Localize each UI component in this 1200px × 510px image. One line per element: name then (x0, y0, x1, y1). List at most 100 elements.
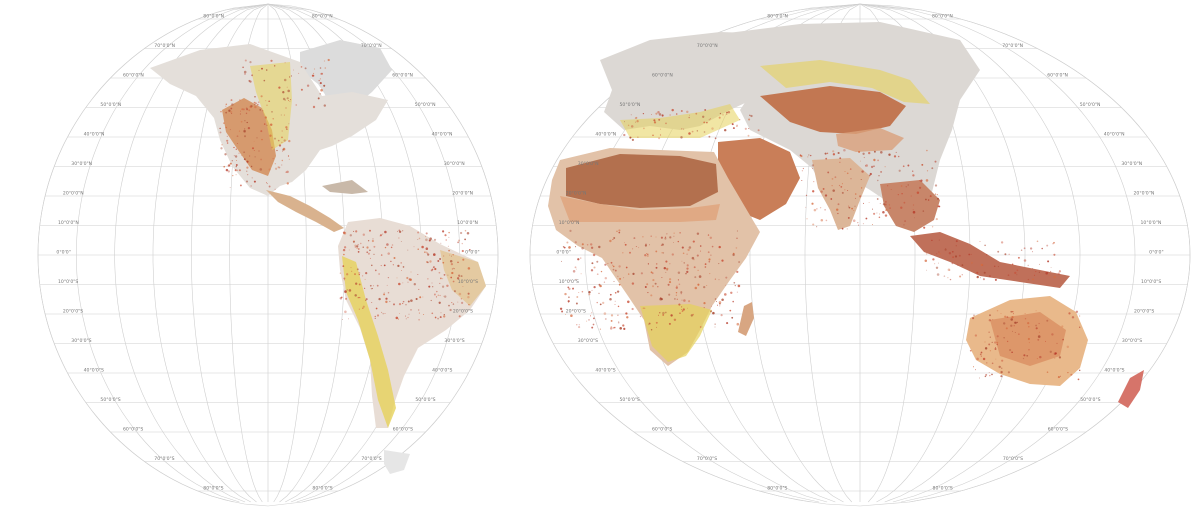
land-speckle (241, 154, 243, 156)
land-speckle (844, 189, 846, 191)
land-speckle (346, 289, 348, 291)
land-speckle (369, 257, 371, 259)
land-speckle (1053, 275, 1056, 279)
land-speckle (284, 62, 286, 64)
land-speckle (374, 269, 377, 272)
land-speckle (673, 318, 677, 322)
land-speckle (661, 114, 664, 117)
land-speckle (323, 84, 326, 87)
land-speckle (938, 251, 940, 253)
land-speckle (813, 208, 817, 212)
land-speckle (696, 232, 700, 235)
land-speckle (734, 284, 736, 287)
land-speckle (980, 355, 982, 357)
land-speckle (380, 265, 382, 267)
land-speckle (386, 243, 389, 246)
land-speckle (444, 234, 447, 237)
land-speckle (342, 265, 345, 267)
land-speckle (398, 229, 401, 232)
land-speckle (699, 245, 702, 247)
land-speckle (661, 251, 663, 254)
land-speckle (695, 112, 698, 115)
land-speckle (407, 316, 409, 319)
land-speckle (396, 277, 398, 279)
land-speckle (1008, 253, 1010, 255)
land-speckle (358, 271, 361, 274)
land-speckle (671, 253, 674, 256)
lat-label-60n-left-b: 60°0'0"N (392, 73, 413, 79)
land-speckle (312, 105, 316, 109)
lat-label-40n-left-a: 40°0'0"N (84, 132, 105, 138)
land-speckle (632, 248, 634, 250)
land-speckle (912, 170, 914, 172)
land-speckle (1010, 324, 1013, 327)
lat-label-70s-left-a: 70°0'0"S (154, 456, 174, 462)
land-speckle (343, 279, 345, 281)
land-speckle (995, 347, 997, 349)
land-speckle (1066, 345, 1070, 349)
land-speckle (572, 270, 576, 273)
land-speckle (997, 250, 1000, 253)
land-speckle (261, 67, 263, 70)
land-speckle (623, 133, 626, 137)
land-speckle (417, 239, 419, 240)
lat-label-20n-right-a: 20°0'0"N (566, 191, 587, 197)
land-speckle (732, 300, 734, 303)
land-speckle (719, 112, 722, 115)
lat-label-50n-right-b: 50°0'0"N (1080, 102, 1101, 108)
land-speckle (226, 111, 228, 113)
land-speckle (287, 155, 290, 157)
land-speckle (838, 184, 841, 187)
land-speckle (242, 108, 245, 111)
land-speckle (574, 246, 577, 248)
land-speckle (417, 248, 419, 251)
lat-label-40s-left-a: 40°0'0"S (84, 368, 104, 374)
land-speckle (688, 300, 691, 303)
land-speckle (703, 285, 706, 289)
land-speckle (1028, 326, 1030, 328)
land-speckle (706, 121, 708, 124)
land-speckle (260, 158, 262, 161)
land-speckle (1050, 267, 1052, 268)
land-speckle (873, 165, 875, 167)
land-speckle (433, 253, 436, 256)
land-speckle (576, 324, 578, 326)
land-speckle (626, 316, 629, 319)
greenland (300, 40, 392, 110)
land-speckle (609, 293, 612, 296)
land-speckle (220, 111, 222, 113)
land-speckle (464, 238, 466, 241)
land-speckle (936, 197, 940, 200)
land-speckle (591, 289, 593, 291)
land-speckle (679, 232, 681, 234)
land-speckle (650, 235, 652, 237)
land-speckle (837, 151, 840, 155)
land-speckle (668, 278, 672, 281)
land-speckle (640, 272, 644, 275)
land-speckle (1028, 341, 1031, 344)
land-speckle (691, 256, 695, 260)
land-speckle (357, 248, 360, 250)
land-speckle (986, 362, 988, 364)
land-speckle (443, 315, 446, 318)
land-speckle (270, 59, 273, 62)
land-speckle (446, 284, 449, 288)
land-speckle (590, 246, 594, 249)
land-speckle (661, 243, 664, 246)
land-speckle (618, 229, 621, 232)
land-speckle (406, 276, 409, 280)
land-speckle (346, 273, 349, 276)
land-speckle (248, 155, 251, 157)
land-speckle (319, 92, 322, 95)
land-speckle (884, 200, 887, 203)
land-speckle (839, 157, 842, 160)
land-speckle (1007, 274, 1010, 277)
lat-label-80n-right-a: 80°0'0"N (767, 14, 788, 20)
land-speckle (289, 100, 291, 102)
land-speckle (232, 174, 234, 177)
land-speckle (350, 267, 352, 269)
land-speckle (935, 266, 939, 269)
lat-label-60n-right-a: 60°0'0"N (652, 73, 673, 79)
land-speckle (904, 220, 907, 223)
land-speckle (458, 315, 461, 318)
